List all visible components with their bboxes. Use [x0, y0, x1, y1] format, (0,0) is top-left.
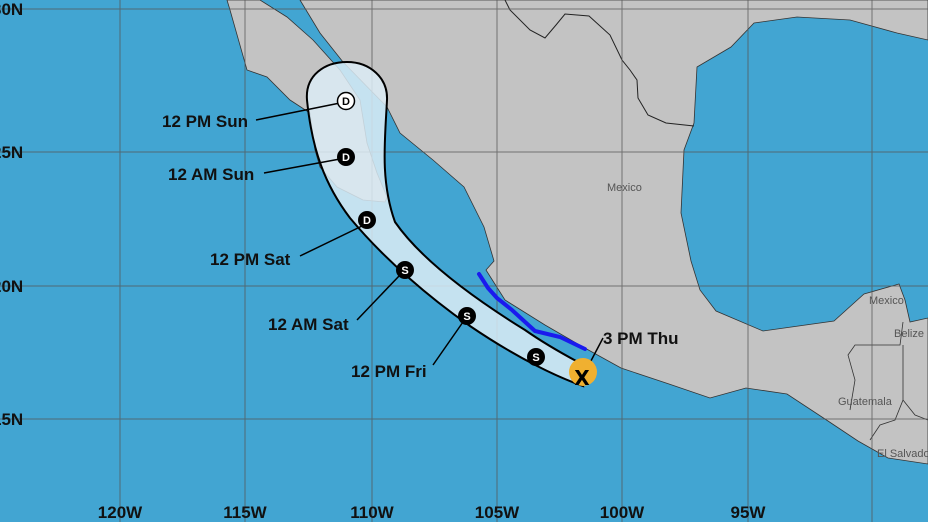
lon-label-100w: 100W	[600, 503, 645, 522]
marker-symbol: S	[401, 265, 408, 277]
current-position-circle	[569, 358, 597, 386]
lat-label-20n: 20N	[0, 277, 23, 296]
marker-symbol: D	[342, 96, 350, 108]
forecast-cone	[305, 60, 585, 388]
country-label-mexico-yucatan: Mexico	[869, 295, 904, 307]
marker-symbol: S	[532, 352, 539, 364]
lon-label-95w: 95W	[731, 503, 767, 522]
leader-lines	[255, 102, 604, 377]
lat-label-30n: 30N	[0, 0, 23, 19]
country-label-belize: Belize	[894, 328, 924, 340]
marker-symbol: S	[463, 311, 470, 323]
tropical-storm-watch-line	[477, 272, 587, 351]
us-mexico-border	[504, 0, 695, 127]
country-label-guatemala: Guatemala	[838, 396, 893, 408]
label-12am-sat: 12 AM Sat	[268, 315, 349, 334]
lon-label-105w: 105W	[475, 503, 520, 522]
tropical-storm-icon	[396, 261, 414, 279]
tropical-depression-hollow-icon	[336, 91, 356, 111]
label-12pm-sat: 12 PM Sat	[210, 250, 291, 269]
lat-label-25n: 25N	[0, 143, 23, 162]
forecast-point-12am-sat[interactable]: S	[396, 261, 414, 279]
label-12pm-fri: 12 PM Fri	[351, 362, 427, 381]
central-america-borders	[847, 321, 928, 441]
land-mainland	[299, 0, 928, 465]
label-3pm-thu: 3 PM Thu	[603, 329, 679, 348]
forecast-point-unlabeled[interactable]: S	[527, 348, 545, 366]
forecast-point-12pm-sat[interactable]: D	[358, 211, 376, 229]
tropical-storm-icon	[458, 307, 476, 325]
country-label-el-salvador: El Salvador	[877, 448, 928, 460]
forecast-point-12pm-fri[interactable]: S	[458, 307, 476, 325]
lat-label-15n: 15N	[0, 410, 23, 429]
current-position-x-icon: X	[574, 366, 590, 390]
tropical-depression-icon	[337, 148, 355, 166]
forecast-point-12pm-sun[interactable]: D	[336, 91, 356, 111]
label-12pm-sun: 12 PM Sun	[162, 112, 248, 131]
label-12am-sun: 12 AM Sun	[168, 165, 254, 184]
lon-label-115w: 115W	[223, 503, 267, 522]
forecast-point-12am-sun[interactable]: D	[337, 148, 355, 166]
lon-label-120w: 120W	[98, 503, 143, 522]
lon-label-110w: 110W	[350, 503, 394, 522]
tropical-depression-icon	[358, 211, 376, 229]
marker-symbol: D	[342, 152, 350, 164]
marker-symbol: D	[363, 215, 371, 227]
tropical-storm-icon	[527, 348, 545, 366]
country-label-mexico: Mexico	[607, 182, 642, 194]
